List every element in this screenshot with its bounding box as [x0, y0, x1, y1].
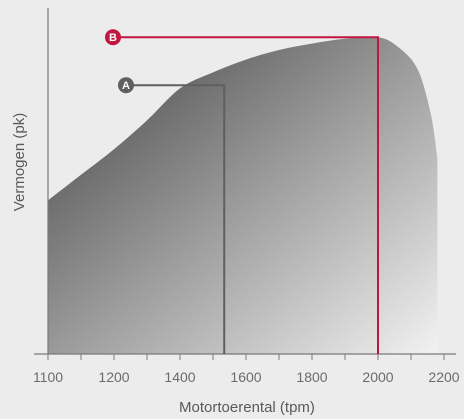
x-tick-label: 1100: [33, 369, 63, 385]
marker-badge: [105, 29, 121, 46]
x-tick-label: 1800: [296, 369, 327, 385]
marker-a: A: [118, 77, 226, 354]
marker-line: [113, 36, 379, 354]
y-axis-title: Vermogen (pk): [11, 113, 28, 211]
marker-label: B: [109, 32, 117, 44]
x-tick-label: 2200: [428, 369, 459, 385]
x-tick-label: 1600: [230, 369, 261, 385]
x-tick-label: 2000: [362, 369, 393, 385]
power-area: [48, 36, 438, 355]
x-axis-title: Motortoerental (tpm): [179, 399, 315, 416]
marker-badge: [118, 77, 134, 94]
marker-label: A: [122, 80, 130, 92]
x-tick-label: 1400: [164, 369, 195, 385]
marker-line: [126, 84, 226, 354]
x-tick-label: 1200: [98, 369, 129, 385]
marker-b: B: [105, 29, 379, 354]
